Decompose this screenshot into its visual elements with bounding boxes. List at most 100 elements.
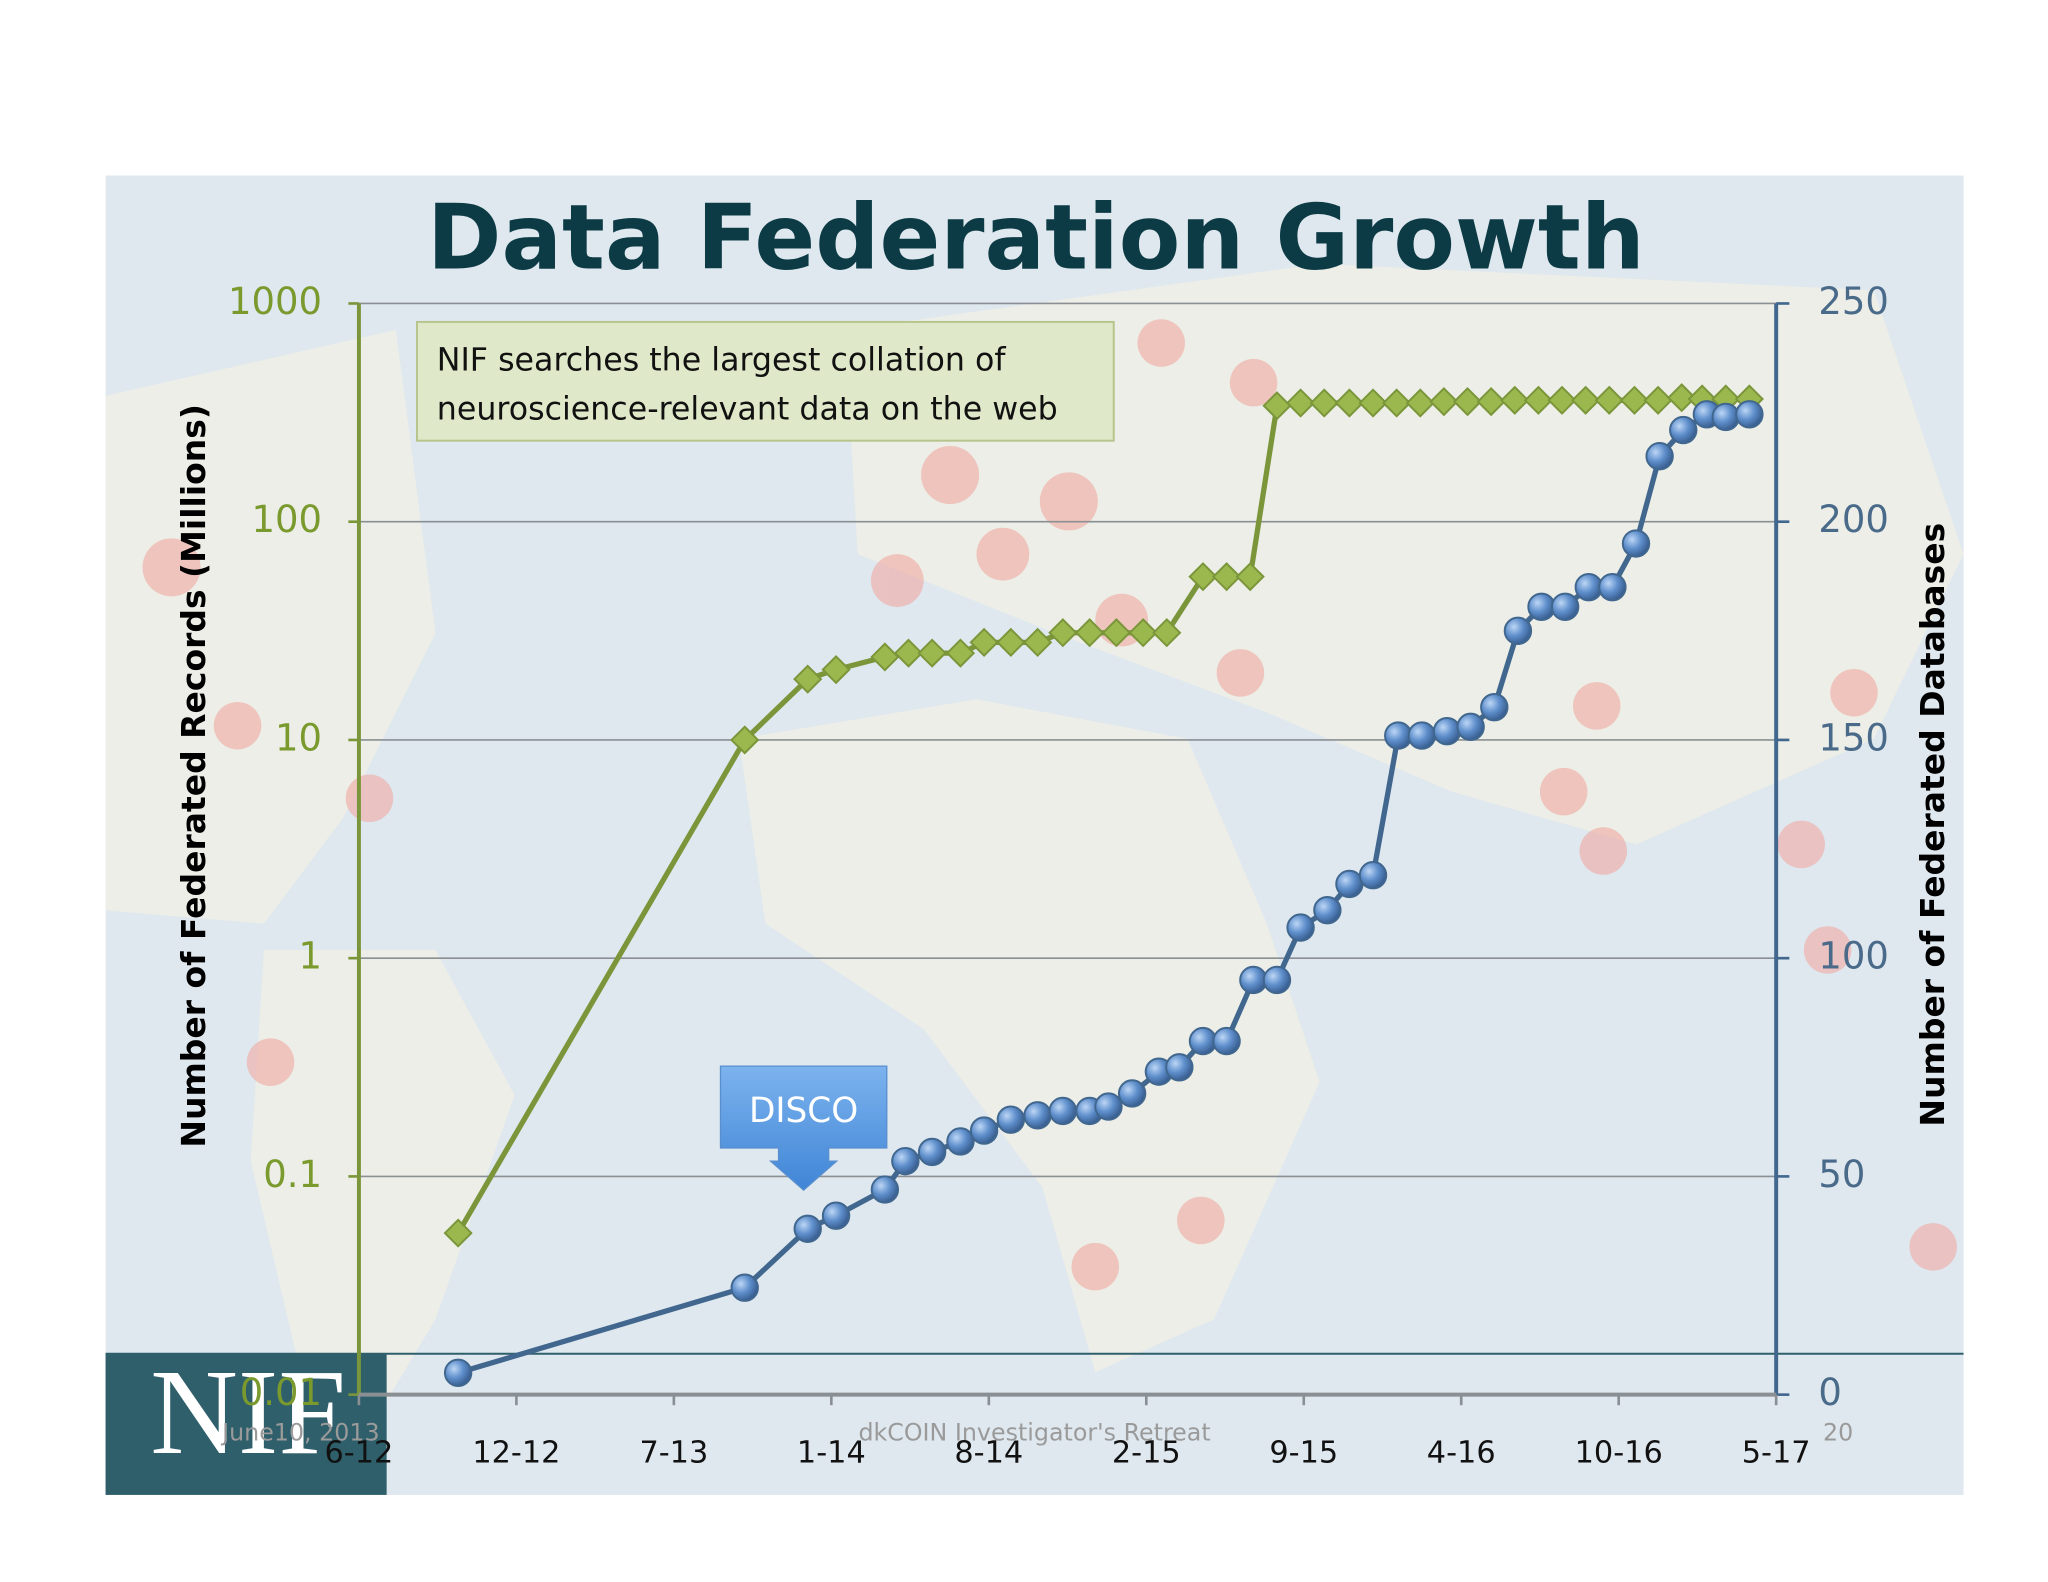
point (1550, 592, 1580, 621)
point (1235, 562, 1265, 592)
point (793, 664, 823, 694)
point (1594, 385, 1624, 415)
point (1212, 1026, 1241, 1056)
point (1128, 618, 1158, 648)
x-tick-label: 5-17 (1742, 1436, 1811, 1471)
point (946, 1127, 975, 1156)
logo: NIF (150, 1346, 346, 1480)
point (1358, 861, 1388, 890)
point (730, 1273, 759, 1302)
disco-callout (719, 1065, 888, 1192)
footer-event: dkCOIN Investigator's Retreat (858, 1419, 1210, 1447)
point (1313, 895, 1342, 925)
y2-tick-label: 100 (1818, 935, 1889, 978)
x-tick-label: 2-15 (1112, 1436, 1181, 1471)
point (1500, 385, 1530, 415)
footer-date: June10, 2013 (220, 1419, 379, 1447)
point (1023, 1101, 1052, 1130)
point (1335, 869, 1364, 899)
point (1211, 562, 1242, 592)
x-tick-label: 6-12 (325, 1436, 394, 1471)
chart-title: Data Federation Growth (427, 187, 1645, 291)
point (1735, 400, 1764, 429)
point (821, 655, 851, 685)
y-tick-label: 100 (251, 498, 322, 541)
page-number: 20 (1823, 1419, 1853, 1447)
annotation-line: NIF searches the largest collation of (437, 343, 1007, 379)
y-axis-label: Number of Federated Records (Millions) (174, 404, 213, 1148)
point (893, 638, 924, 668)
point (1667, 383, 1697, 413)
disco-label: DISCO (749, 1091, 858, 1131)
x-tick-label: 10-16 (1575, 1436, 1663, 1471)
y2-tick-label: 50 (1818, 1153, 1865, 1196)
point (1547, 385, 1577, 415)
point (821, 1201, 851, 1230)
point (1527, 592, 1556, 621)
point (1358, 388, 1388, 418)
y2-tick-label: 200 (1818, 498, 1889, 541)
point (1574, 572, 1603, 602)
point (1188, 562, 1218, 592)
y-tick-label: 1 (298, 935, 322, 978)
x-tick-label: 7-13 (639, 1436, 708, 1471)
point (1117, 1079, 1147, 1108)
y-tick-label: 0.01 (240, 1371, 322, 1414)
point (730, 725, 760, 755)
y-tick-label: 10 (275, 716, 322, 759)
point (1239, 965, 1268, 995)
point (1309, 388, 1339, 418)
point (1619, 385, 1650, 415)
point (1503, 616, 1533, 646)
point (1048, 1096, 1078, 1126)
point (443, 1218, 473, 1248)
point (1456, 712, 1485, 742)
point (1286, 388, 1316, 418)
point (443, 1358, 473, 1388)
plot: 0.01 0.1 1 10 100 1000 0 50 100 150 200 250 6-12 12-1… (228, 280, 1889, 1471)
point (1476, 387, 1506, 417)
point (969, 1116, 999, 1145)
point (1165, 1053, 1194, 1082)
point (1669, 415, 1698, 445)
x-tick-label: 8-14 (954, 1436, 1023, 1471)
point (1074, 618, 1105, 648)
point (1452, 387, 1483, 417)
y2-tick-label: 150 (1818, 716, 1889, 759)
point (1621, 529, 1651, 558)
annotation-box (416, 320, 1115, 442)
point (1429, 387, 1459, 417)
annotation-line: neuroscience-relevant data on the web (437, 391, 1058, 427)
y2-tick-label: 0 (1818, 1371, 1842, 1414)
point (1571, 385, 1601, 415)
point (1101, 618, 1131, 648)
point (1432, 717, 1462, 746)
point (1598, 572, 1627, 602)
point (1480, 693, 1509, 722)
point (996, 1105, 1026, 1134)
point (917, 1137, 947, 1167)
x-tick-label: 12-12 (472, 1436, 560, 1471)
point (1643, 385, 1673, 415)
x-tick-label: 4-16 (1427, 1436, 1496, 1471)
point (1334, 388, 1365, 418)
point (1382, 388, 1412, 418)
point (945, 638, 976, 668)
point (1262, 965, 1292, 995)
y-tick-label: 0.1 (263, 1153, 322, 1196)
point (996, 627, 1026, 657)
point (1286, 913, 1315, 942)
logo-box (105, 1353, 387, 1495)
point (870, 1175, 900, 1204)
y2-tick-label: 250 (1818, 280, 1889, 323)
point (1262, 391, 1292, 421)
point (969, 627, 999, 657)
point (1711, 402, 1740, 432)
point (1152, 618, 1182, 648)
x-tick-label: 1-14 (797, 1436, 866, 1471)
point (1188, 1026, 1218, 1056)
point (891, 1146, 920, 1176)
point (1407, 721, 1437, 750)
point (1405, 388, 1435, 418)
